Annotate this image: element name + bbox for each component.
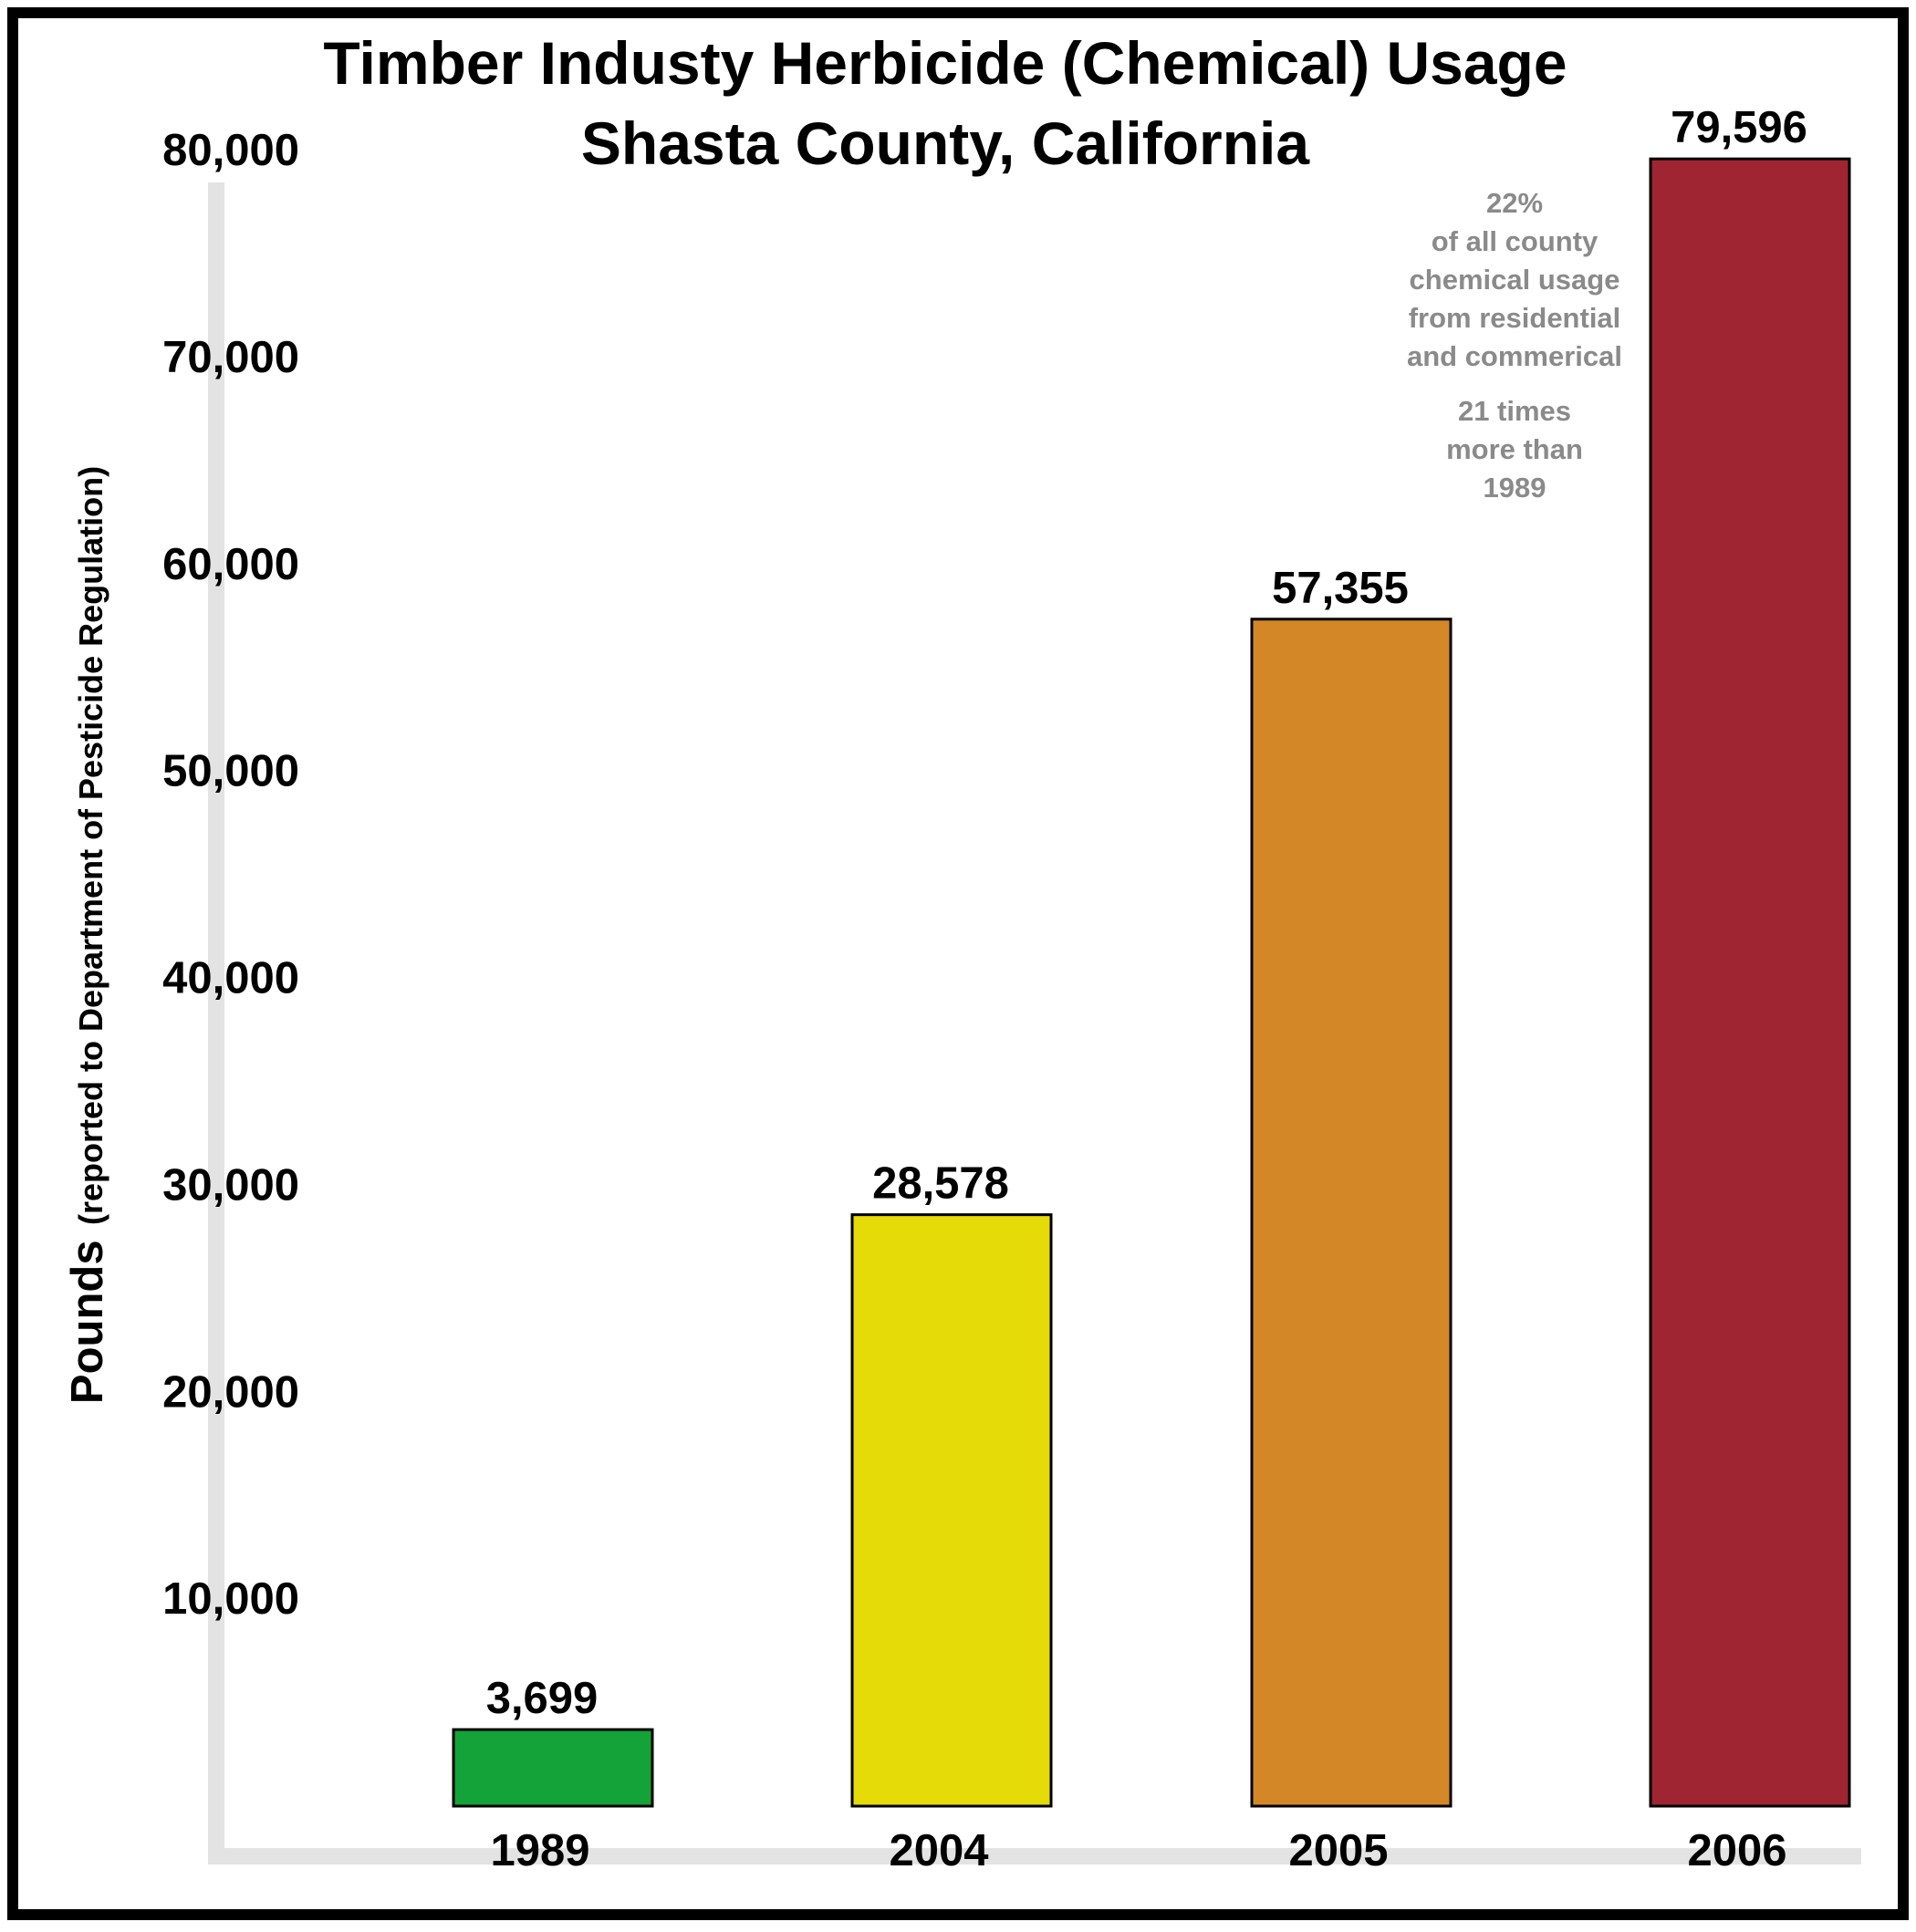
- y-tick-label: 50,000: [162, 747, 299, 796]
- axes: [208, 182, 1861, 1864]
- bar-1989: [452, 1728, 654, 1808]
- y-tick-label: 80,000: [162, 126, 299, 175]
- y-tick-label: 30,000: [162, 1160, 299, 1210]
- x-category-labels: 1989 2004 2005 2006: [490, 1826, 1786, 1875]
- bar-value-labels: 3,699 28,578 57,355 79,596: [486, 103, 1807, 1723]
- annotation-line: 22%: [1486, 187, 1543, 219]
- bar-value-label: 28,578: [872, 1159, 1009, 1209]
- y-tick-label: 70,000: [162, 333, 299, 382]
- bar-value-label: 3,699: [486, 1674, 599, 1723]
- annotation-line: chemical usage: [1410, 264, 1620, 296]
- y-tick-label: 10,000: [162, 1574, 299, 1624]
- bar-2004: [850, 1213, 1053, 1808]
- y-axis-label-main: Pounds: [63, 1240, 112, 1404]
- y-axis-label-detail: (reported to Department of Pesticide Reg…: [72, 466, 109, 1225]
- x-category-label: 2006: [1687, 1826, 1786, 1875]
- annotation-line: and commerical: [1407, 340, 1622, 372]
- y-tick-label: 40,000: [162, 954, 299, 1003]
- chart-title: Timber Industy Herbicide (Chemical) Usag…: [323, 29, 1567, 97]
- bar-value-label: 79,596: [1671, 103, 1807, 152]
- y-axis-label: Pounds (reported to Department of Pestic…: [63, 466, 112, 1404]
- y-tick-label: 60,000: [162, 540, 299, 589]
- x-category-label: 2004: [889, 1826, 988, 1875]
- y-tick-labels: 10,000 20,000 30,000 40,000 50,000 60,000 70,0…: [162, 126, 299, 1624]
- annotation-line: from residential: [1409, 302, 1621, 334]
- x-category-label: 1989: [490, 1826, 589, 1875]
- x-category-label: 2005: [1288, 1826, 1388, 1875]
- chart-subtitle: Shasta County, California: [581, 109, 1311, 177]
- annotation-line: 21 times: [1458, 395, 1571, 427]
- annotation-line: 1989: [1484, 472, 1546, 504]
- bar-2005: [1250, 618, 1453, 1808]
- bars: [452, 157, 1851, 1808]
- y-tick-label: 20,000: [162, 1367, 299, 1417]
- bar-value-label: 57,355: [1272, 564, 1409, 613]
- bar-2006: [1649, 157, 1851, 1808]
- annotation-line: more than: [1446, 433, 1583, 465]
- annotation-note: 22% of all county chemical usage from resid…: [1407, 187, 1622, 504]
- annotation-line: of all county: [1432, 225, 1598, 257]
